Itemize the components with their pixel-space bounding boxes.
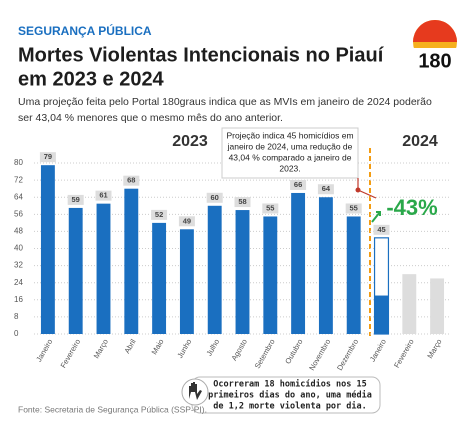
y-tick-label: 80 [14,158,23,167]
y-tick-label: 48 [14,227,23,236]
title-line: em 2023 e 2024 [18,68,165,90]
value-label: 60 [211,193,219,202]
value-label-bg [234,197,251,208]
value-label: 79 [44,152,52,161]
x-tick-label: Abril [122,337,137,355]
subtitle-line: ser 43,04 % menores que o mesmo mês do a… [18,112,283,124]
note-line: primeiros dias do ano, uma média [208,390,372,401]
annotation-line: 43,04 % comparado a janeiro de [229,152,352,162]
x-tick-label: Maio [150,337,166,356]
annotation-line: Projeção indica 45 homicídios em [226,130,353,140]
bar [291,192,306,334]
value-label: 66 [294,180,302,189]
x-tick-label: Julho [204,337,221,357]
bar [152,222,167,334]
value-label: 49 [183,216,191,225]
value-label-bg [95,190,112,201]
value-label: 52 [155,210,163,219]
bar [96,203,111,334]
value-label: 55 [350,203,358,212]
x-tick-label: Dezembro [335,337,360,371]
hand [189,382,202,400]
value-label-bg [345,203,362,214]
annotation-line: janeiro de 2024, uma redução de [227,141,353,151]
x-tick-label: Janeiro [34,337,54,363]
logo: 180 [408,20,463,72]
y-tick-label: 64 [14,192,23,201]
annotation-box [221,127,359,179]
bar [402,274,417,334]
value-label: 59 [72,195,80,204]
value-label: 61 [99,191,107,200]
value-label: 68 [127,176,135,185]
change-label: -43% [386,195,437,220]
value-label-bg [262,203,279,214]
y-tick-label: 40 [14,244,23,253]
value-label-bg [206,192,223,203]
bar [40,165,55,334]
x-tick-label: Janeiro [368,337,388,363]
bar [430,278,445,334]
annotation-line: 2023. [279,163,300,173]
bar [346,216,361,334]
x-tick-label: Fevereiro [392,337,416,369]
value-label-bg [67,194,84,205]
value-label-bg [290,179,307,190]
kicker: SEGURANÇA PÚBLICA [18,23,152,38]
value-label: 45 [377,225,385,234]
x-tick-label: Março [425,337,443,360]
value-label-bg [178,216,195,227]
y-tick-label: 72 [14,175,23,184]
annotation-dot [355,187,361,193]
y-tick-label: 8 [14,312,19,321]
value-label-bg [317,184,334,195]
x-tick-label: Março [92,337,110,360]
y-tick-label: 16 [14,295,23,304]
change-arrow [371,211,381,223]
x-tick-label: Junho [175,337,193,359]
year-label: 2024 [402,133,438,150]
x-tick-label: Fevereiro [59,337,83,369]
y-tick-label: 24 [14,278,23,287]
bar [374,295,389,334]
value-label-bg [373,224,390,235]
note-line: de 1,2 morte violenta por dia. [213,401,367,412]
x-tick-label: Novembro [307,337,332,371]
bar [179,229,194,334]
x-tick-label: Setembro [253,337,277,370]
logo-text: 180 [418,50,451,72]
title-line: Mortes Violentas Intencionais no Piauí [18,44,385,66]
value-label: 58 [238,197,246,206]
bar [235,210,250,334]
x-tick-label: Outubro [283,337,304,365]
y-tick-label: 0 [14,329,19,338]
x-tick-label: Agosto [229,337,248,362]
year-label: 2023 [172,133,208,150]
value-label-bg [151,209,168,220]
bar [263,216,278,334]
bar [207,205,222,334]
value-label-bg [123,175,140,186]
source: Fonte: Secretaria de Segurança Pública (… [18,404,207,414]
y-tick-label: 32 [14,261,23,270]
note-line: Ocorreram 18 homicídios nos 15 [213,379,367,390]
value-label-bg [39,152,56,163]
annotation-arrow [357,178,377,199]
bar [68,207,83,334]
value-label: 55 [266,203,274,212]
subtitle-line: Uma projeção feita pelo Portal 180graus … [18,96,432,108]
bar [318,197,333,334]
bar [124,188,139,334]
value-label: 64 [322,184,331,193]
y-tick-label: 56 [14,209,23,218]
